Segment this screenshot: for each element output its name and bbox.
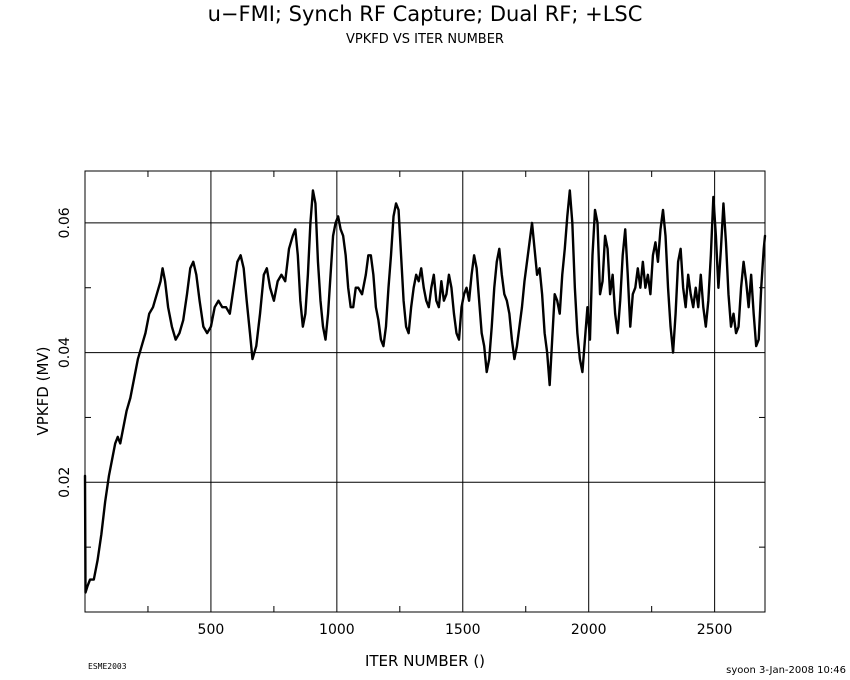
footer-right-label: syoon 3-Jan-2008 10:46 bbox=[726, 665, 846, 676]
axis-ticks bbox=[85, 171, 765, 612]
series-line bbox=[83, 189, 767, 594]
chart-subtitle: VPKFD VS ITER NUMBER bbox=[346, 32, 504, 47]
y-tick-label: 0.04 bbox=[57, 337, 73, 368]
chart-title: u−FMI; Synch RF Capture; Dual RF; +LSC bbox=[208, 2, 643, 26]
x-tick-label: 1500 bbox=[445, 622, 481, 638]
plot-frame bbox=[84, 170, 766, 613]
y-axis-label: VPKFD (MV) bbox=[34, 347, 52, 436]
series-layer bbox=[83, 189, 767, 594]
x-axis-label: ITER NUMBER () bbox=[365, 652, 485, 670]
y-tick-label: 0.06 bbox=[57, 207, 73, 238]
y-tick-label: 0.02 bbox=[57, 467, 73, 498]
tick-labels: 500 1000 1500 2000 2500 0.02 0.04 0.06 bbox=[57, 207, 732, 638]
x-tick-label: 500 bbox=[198, 622, 225, 638]
grid-lines bbox=[85, 171, 765, 612]
x-tick-label: 2500 bbox=[697, 622, 733, 638]
footer-left-label: ESME2003 bbox=[88, 662, 127, 671]
x-tick-label: 2000 bbox=[571, 622, 607, 638]
x-tick-label: 1000 bbox=[319, 622, 355, 638]
